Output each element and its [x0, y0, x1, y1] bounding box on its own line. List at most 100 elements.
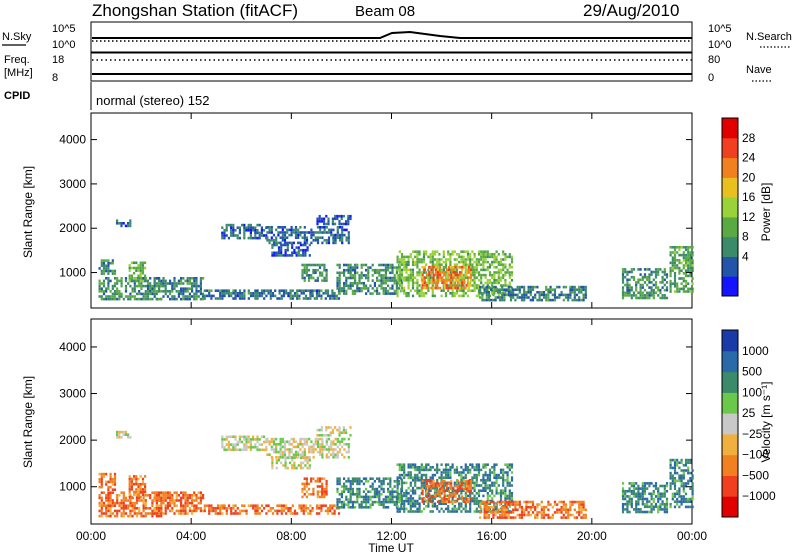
- range-cell: [227, 440, 230, 444]
- range-cell: [461, 265, 464, 269]
- range-cell: [420, 466, 423, 469]
- range-cell: [429, 255, 432, 259]
- range-cell: [420, 468, 423, 472]
- range-cell: [462, 484, 465, 487]
- range-cell: [639, 492, 642, 496]
- range-cell: [124, 507, 128, 510]
- range-cell: [442, 253, 445, 256]
- x-tick-label: 16:00: [477, 529, 507, 543]
- range-cell: [227, 236, 230, 240]
- range-cell: [444, 494, 448, 498]
- range-cell: [676, 287, 679, 291]
- range-cell: [316, 217, 319, 221]
- colorbar-swatch: [722, 256, 738, 277]
- range-cell: [639, 286, 642, 289]
- range-cell: [343, 490, 346, 493]
- range-cell: [486, 268, 489, 272]
- range-cell: [680, 287, 683, 291]
- range-cell: [657, 294, 660, 297]
- range-cell: [461, 284, 464, 287]
- range-cell: [182, 512, 185, 515]
- range-cell: [238, 512, 242, 515]
- range-cell: [540, 298, 543, 302]
- range-cell: [452, 273, 455, 277]
- range-cell: [477, 273, 481, 277]
- range-cell: [637, 489, 640, 493]
- range-cell: [113, 501, 117, 505]
- range-cell: [418, 260, 421, 264]
- range-cell: [378, 495, 381, 499]
- range-cell: [162, 494, 165, 497]
- range-cell: [420, 292, 423, 295]
- range-cell: [407, 476, 410, 479]
- range-cell: [628, 510, 631, 514]
- range-cell: [323, 217, 326, 221]
- range-cell: [338, 450, 342, 454]
- range-cell: [100, 483, 103, 486]
- range-cell: [673, 500, 677, 503]
- range-cell: [488, 281, 492, 285]
- range-cell: [665, 275, 669, 279]
- range-cell: [493, 476, 496, 479]
- range-cell: [171, 282, 174, 285]
- range-cell: [105, 472, 108, 476]
- range-cell: [643, 489, 647, 493]
- range-cell: [512, 291, 515, 294]
- range-cell: [444, 466, 448, 469]
- range-cell: [358, 287, 361, 290]
- range-cell: [320, 220, 323, 223]
- range-cell: [223, 445, 226, 449]
- range-cell: [289, 507, 292, 510]
- range-cell: [128, 485, 131, 489]
- range-cell: [505, 513, 508, 517]
- range-cell: [301, 487, 304, 491]
- range-cell: [188, 494, 191, 497]
- range-cell: [249, 440, 252, 444]
- range-cell: [687, 461, 690, 464]
- range-cell: [506, 473, 509, 477]
- range-cell: [452, 271, 455, 274]
- range-cell: [434, 271, 437, 274]
- range-cell: [304, 248, 307, 252]
- range-cell: [232, 445, 235, 449]
- range-cell: [122, 433, 125, 436]
- range-cell: [441, 497, 444, 501]
- range-cell: [508, 281, 511, 285]
- range-cell: [449, 271, 452, 274]
- range-cell: [254, 236, 257, 240]
- range-cell: [460, 255, 463, 259]
- range-cell: [234, 448, 237, 452]
- range-cell: [652, 294, 655, 297]
- range-cell: [202, 277, 205, 280]
- range-cell: [356, 495, 359, 499]
- range-cell: [109, 512, 112, 515]
- range-cell: [116, 279, 119, 283]
- range-cell: [453, 468, 456, 472]
- range-cell: [336, 490, 339, 493]
- range-cell: [405, 266, 408, 269]
- range-cell: [349, 287, 352, 290]
- range-cell: [477, 284, 481, 287]
- range-cell: [316, 477, 319, 480]
- range-cell: [376, 287, 379, 290]
- range-cell: [425, 250, 428, 253]
- range-cell: [411, 505, 415, 508]
- range-cell: [582, 505, 585, 509]
- range-cell: [299, 456, 303, 459]
- range-cell: [292, 440, 295, 443]
- range-cell: [310, 477, 313, 480]
- range-cell: [504, 258, 507, 261]
- range-cell: [534, 285, 537, 289]
- range-cell: [131, 504, 134, 507]
- range-cell: [113, 282, 117, 285]
- range-cell: [687, 248, 690, 252]
- range-cell: [263, 448, 266, 452]
- range-cell: [669, 269, 672, 272]
- colorbar-swatch: [722, 475, 738, 497]
- range-cell: [371, 279, 374, 282]
- range-cell: [483, 516, 486, 519]
- range-cell: [302, 297, 305, 300]
- range-cell: [461, 482, 464, 485]
- range-cell: [284, 248, 287, 252]
- range-cell: [301, 271, 304, 275]
